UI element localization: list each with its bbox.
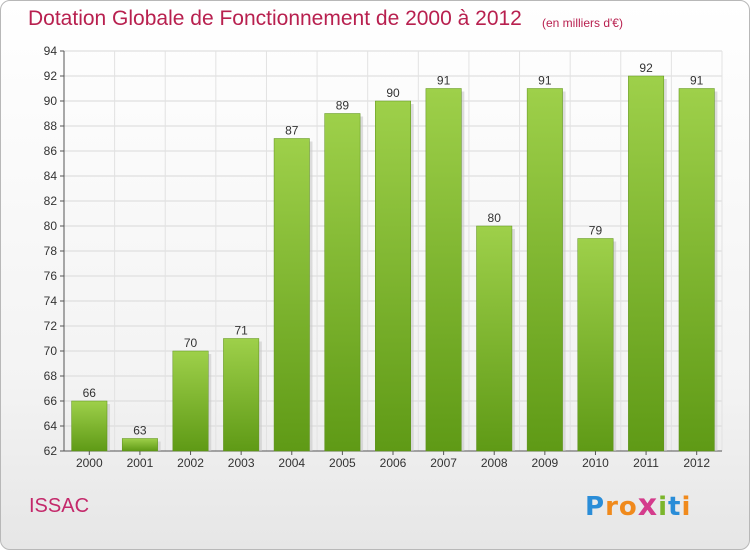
commune-name: ISSAC bbox=[29, 495, 90, 517]
x-tick-label: 2011 bbox=[633, 456, 659, 470]
y-tick-label: 90 bbox=[44, 94, 58, 108]
logo-letter: P bbox=[585, 492, 606, 522]
logo-letter: r bbox=[605, 492, 619, 522]
logo-letter: x bbox=[637, 488, 659, 523]
x-tick-label: 2003 bbox=[228, 456, 255, 470]
logo-letter: i bbox=[658, 492, 669, 522]
x-tick-label: 2002 bbox=[177, 456, 204, 470]
bar bbox=[628, 75, 665, 452]
bar bbox=[273, 138, 310, 452]
y-tick-label: 74 bbox=[44, 294, 58, 308]
bar bbox=[476, 225, 513, 452]
data-label: 71 bbox=[234, 324, 248, 338]
x-tick-label: 2004 bbox=[278, 456, 305, 470]
data-label: 91 bbox=[690, 74, 704, 88]
data-label: 63 bbox=[133, 424, 147, 438]
data-label: 80 bbox=[488, 211, 502, 225]
chart-title: Dotation Globale de Fonctionnement de 20… bbox=[28, 7, 522, 30]
y-tick-label: 72 bbox=[44, 319, 58, 333]
y-tick-label: 94 bbox=[44, 44, 58, 58]
chart-subtitle: (en milliers d'€) bbox=[542, 16, 623, 30]
data-label: 87 bbox=[285, 124, 299, 138]
y-tick-label: 70 bbox=[44, 344, 58, 358]
bar bbox=[71, 400, 108, 452]
data-label: 91 bbox=[437, 74, 451, 88]
y-tick-label: 66 bbox=[44, 394, 58, 408]
data-label: 66 bbox=[83, 386, 97, 400]
x-tick-label: 2012 bbox=[683, 456, 710, 470]
y-tick-label: 64 bbox=[44, 419, 58, 433]
x-tick-label: 2005 bbox=[329, 456, 356, 470]
y-tick-label: 92 bbox=[44, 69, 58, 83]
logo-letter: t bbox=[668, 492, 682, 522]
x-tick-label: 2006 bbox=[380, 456, 407, 470]
bar bbox=[375, 100, 411, 452]
y-tick-label: 76 bbox=[44, 269, 58, 283]
axes: 62 64 66 68 70 72 74 76 78 80 82 84 86 88 90 92 94 2000 20… bbox=[44, 44, 722, 470]
bar bbox=[425, 88, 462, 452]
data-label: 92 bbox=[639, 61, 653, 75]
y-tick-label: 78 bbox=[44, 244, 58, 258]
y-tick-label: 68 bbox=[44, 369, 58, 383]
y-tick-label: 80 bbox=[44, 219, 58, 233]
x-tick-label: 2000 bbox=[76, 456, 103, 470]
data-label: 79 bbox=[589, 224, 603, 238]
data-label: 70 bbox=[184, 336, 198, 350]
x-tick-label: 2007 bbox=[430, 456, 457, 470]
bar bbox=[223, 338, 260, 452]
logo-letter: i bbox=[681, 492, 692, 522]
data-label: 91 bbox=[538, 74, 552, 88]
bar bbox=[577, 238, 614, 452]
data-label: 90 bbox=[386, 86, 400, 100]
y-tick-label: 62 bbox=[44, 444, 58, 458]
x-tick-label: 2008 bbox=[481, 456, 508, 470]
y-tick-label: 82 bbox=[44, 194, 58, 208]
bar bbox=[324, 113, 361, 452]
y-tick-label: 88 bbox=[44, 119, 58, 133]
x-tick-label: 2009 bbox=[531, 456, 558, 470]
proxiti-logo[interactable]: Proxiti bbox=[585, 488, 691, 523]
y-tick-label: 84 bbox=[44, 169, 58, 183]
data-label: 89 bbox=[336, 99, 350, 113]
data-labels: 66 63 70 71 87 89 90 91 80 91 79 92 91 bbox=[83, 61, 704, 438]
bar bbox=[172, 350, 209, 452]
bar bbox=[678, 88, 715, 452]
bar bbox=[526, 88, 563, 452]
y-tick-label: 86 bbox=[44, 144, 58, 158]
bars bbox=[71, 75, 718, 452]
x-tick-label: 2010 bbox=[582, 456, 609, 470]
x-tick-label: 2001 bbox=[127, 456, 154, 470]
logo-letter: o bbox=[618, 492, 638, 522]
bar bbox=[121, 438, 158, 452]
